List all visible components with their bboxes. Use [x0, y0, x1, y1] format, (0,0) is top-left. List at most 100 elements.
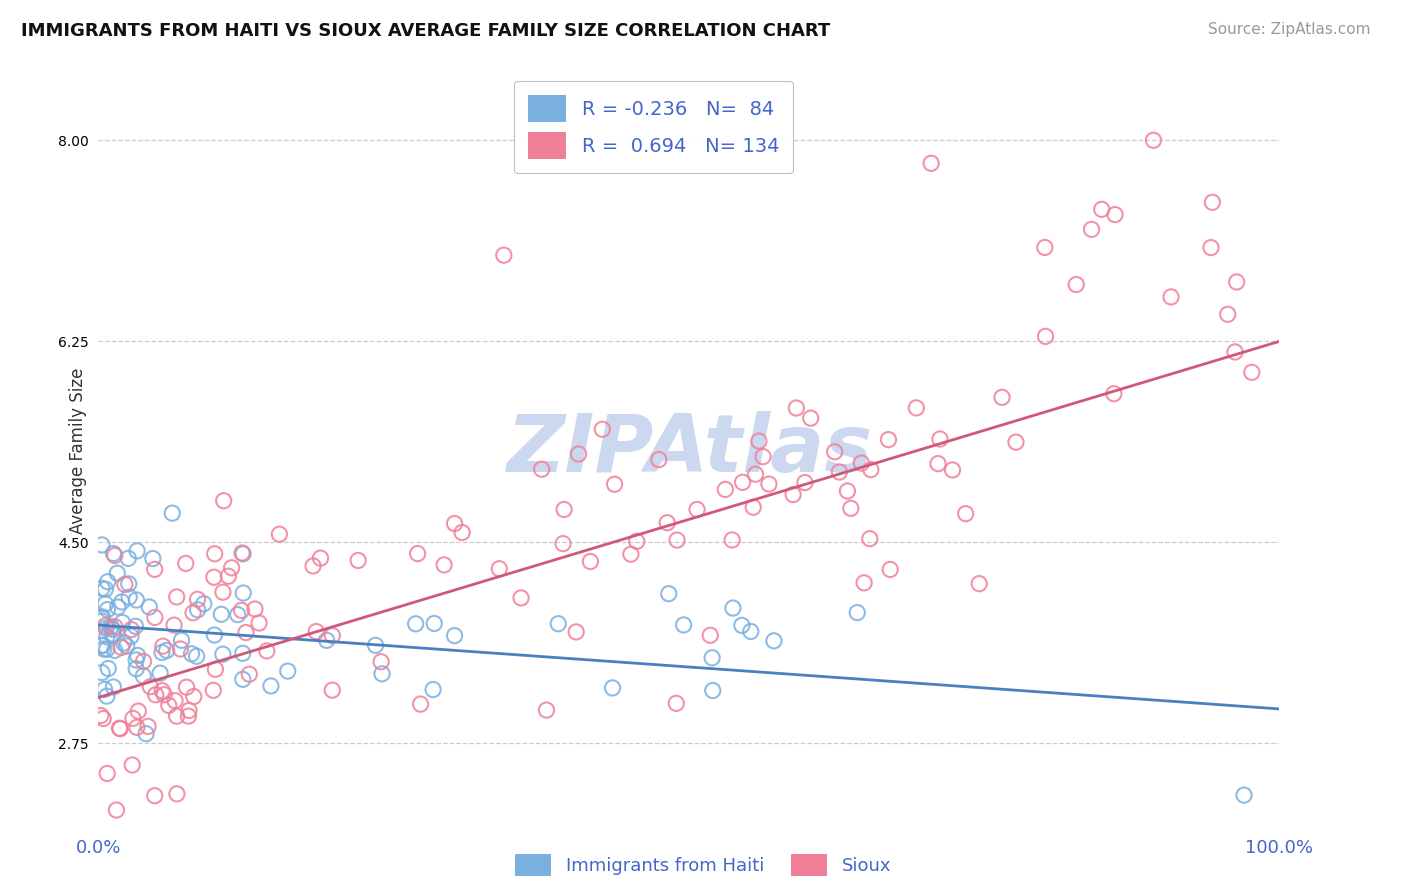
- Point: [107, 600, 129, 615]
- Point: [422, 682, 444, 697]
- Point: [181, 606, 204, 620]
- Point: [180, 647, 202, 661]
- Point: [828, 465, 851, 479]
- Point: [1199, 241, 1222, 255]
- Point: [94, 582, 117, 597]
- Point: [97, 574, 120, 589]
- Point: [443, 516, 465, 531]
- Point: [204, 662, 226, 676]
- Point: [135, 727, 157, 741]
- Point: [744, 467, 766, 482]
- Point: [212, 493, 235, 508]
- Point: [120, 623, 142, 637]
- Point: [551, 536, 574, 550]
- Point: [90, 708, 112, 723]
- Point: [157, 698, 180, 713]
- Point: [666, 533, 689, 547]
- Point: [124, 619, 146, 633]
- Point: [122, 711, 145, 725]
- Point: [121, 758, 143, 772]
- Point: [1160, 290, 1182, 304]
- Point: [143, 562, 166, 576]
- Point: [859, 462, 882, 476]
- Point: [536, 703, 558, 717]
- Point: [125, 662, 148, 676]
- Point: [699, 628, 721, 642]
- Point: [145, 688, 167, 702]
- Point: [991, 390, 1014, 404]
- Point: [851, 456, 873, 470]
- Point: [721, 601, 744, 615]
- Point: [96, 602, 118, 616]
- Point: [105, 803, 128, 817]
- Point: [142, 551, 165, 566]
- Point: [247, 615, 270, 630]
- Point: [626, 534, 648, 549]
- Point: [163, 618, 186, 632]
- Point: [138, 599, 160, 614]
- Point: [103, 628, 125, 642]
- Point: [153, 688, 176, 702]
- Point: [620, 547, 643, 561]
- Point: [186, 649, 208, 664]
- Point: [443, 629, 465, 643]
- Point: [1240, 365, 1263, 379]
- Point: [103, 547, 125, 561]
- Point: [101, 623, 124, 637]
- Point: [91, 614, 114, 628]
- Point: [103, 680, 125, 694]
- Point: [492, 248, 515, 262]
- Point: [177, 709, 200, 723]
- Point: [166, 709, 188, 723]
- Point: [859, 532, 882, 546]
- Point: [547, 616, 569, 631]
- Point: [700, 650, 723, 665]
- Point: [104, 620, 127, 634]
- Point: [110, 640, 132, 655]
- Point: [132, 669, 155, 683]
- Point: [118, 590, 141, 604]
- Point: [93, 682, 115, 697]
- Point: [648, 452, 671, 467]
- Point: [176, 680, 198, 694]
- Point: [409, 697, 432, 711]
- Y-axis label: Average Family Size: Average Family Size: [69, 368, 87, 533]
- Point: [309, 551, 332, 566]
- Point: [202, 628, 225, 642]
- Point: [170, 633, 193, 648]
- Point: [269, 527, 291, 541]
- Point: [221, 561, 243, 575]
- Point: [433, 558, 456, 572]
- Point: [1201, 195, 1223, 210]
- Point: [785, 401, 807, 415]
- Point: [371, 666, 394, 681]
- Point: [1223, 345, 1246, 359]
- Point: [169, 642, 191, 657]
- Point: [187, 592, 209, 607]
- Point: [853, 575, 876, 590]
- Text: ZIPAtlas: ZIPAtlas: [506, 411, 872, 490]
- Point: [166, 787, 188, 801]
- Point: [955, 507, 977, 521]
- Point: [510, 591, 533, 605]
- Point: [1080, 222, 1102, 236]
- Point: [143, 610, 166, 624]
- Point: [837, 483, 859, 498]
- Point: [91, 712, 114, 726]
- Point: [91, 538, 114, 552]
- Point: [1091, 202, 1114, 217]
- Point: [800, 411, 823, 425]
- Point: [752, 450, 775, 464]
- Point: [758, 477, 780, 491]
- Point: [91, 639, 114, 653]
- Point: [127, 648, 149, 663]
- Point: [941, 463, 963, 477]
- Point: [187, 603, 209, 617]
- Point: [321, 683, 343, 698]
- Point: [451, 525, 474, 540]
- Point: [748, 434, 770, 448]
- Point: [125, 544, 148, 558]
- Point: [658, 587, 681, 601]
- Point: [602, 681, 624, 695]
- Point: [94, 621, 117, 635]
